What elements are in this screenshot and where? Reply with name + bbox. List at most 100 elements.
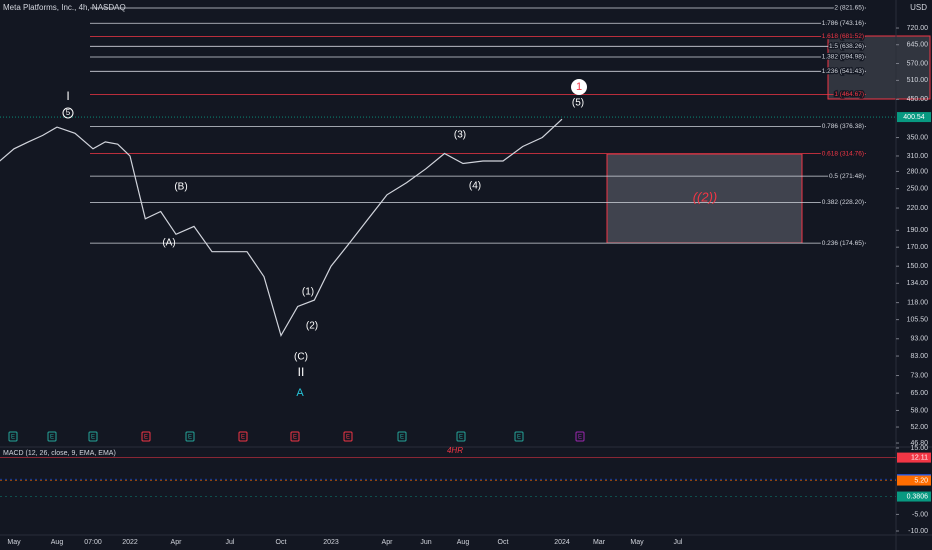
wave-label: (A) [162, 238, 175, 249]
fib-label: 1.5 (638.26) [829, 43, 864, 50]
y-tick-label: 310.00 [907, 153, 929, 160]
y-tick-label: 93.00 [910, 336, 928, 343]
fib-label: 2 (821.65) [834, 5, 864, 12]
fib-label: 1.236 (541.43) [822, 68, 864, 75]
earnings-label: E [50, 435, 54, 441]
wave-label: (2) [306, 321, 318, 332]
y-tick-label: 450.00 [907, 96, 929, 103]
chart-title: Meta Platforms, Inc., 4h, NASDAQ [3, 3, 126, 12]
x-tick-label: Aug [457, 539, 470, 546]
x-tick-label: Aug [51, 539, 64, 546]
y-tick-label: 83.00 [910, 353, 928, 360]
y-tick-label: 645.00 [907, 42, 929, 49]
earnings-label: E [91, 435, 95, 441]
earnings-label: E [517, 435, 521, 441]
fib-label: 1.382 (594.98) [822, 54, 864, 61]
macd-tag-label: 12.11 [911, 454, 928, 461]
wave-label: I [66, 89, 69, 103]
x-tick-label: Apr [382, 539, 394, 546]
fib-label: 0.618 (314.76) [822, 150, 864, 157]
y-tick-label: 250.00 [907, 185, 929, 192]
y-tick-label: 65.00 [910, 390, 928, 397]
macd-tick-label: -10.00 [908, 528, 928, 535]
earnings-label: E [241, 435, 245, 441]
y-tick-label: 118.00 [907, 299, 928, 306]
wave-label: (4) [469, 181, 481, 192]
macd-tick-label: 15.00 [910, 445, 928, 452]
macd-tag [897, 491, 931, 502]
box-label: ((2)) [693, 189, 718, 204]
earnings-icon [8, 431, 18, 442]
y-tick-label: 150.00 [907, 263, 929, 270]
x-tick-label: Oct [498, 539, 509, 546]
wave-label: 5 [66, 108, 71, 117]
y-tick-label: 720.00 [907, 25, 929, 32]
timeframe-label: 4HR [447, 446, 463, 455]
macd-tag-label: 0.3806 [907, 493, 929, 500]
x-tick-label: 07:00 [84, 539, 102, 546]
earnings-label: E [346, 435, 350, 441]
y-tick-label: 350.00 [907, 134, 929, 141]
fib-label: 0.382 (228.20) [822, 199, 864, 206]
wave-label: (5) [572, 98, 584, 109]
earnings-icon [514, 431, 524, 442]
x-tick-label: Oct [276, 539, 287, 546]
x-tick-label: 2024 [554, 539, 570, 546]
last-price-tag [897, 112, 931, 123]
earnings-label: E [188, 435, 192, 441]
earnings-label: E [11, 435, 15, 441]
macd-tag [897, 475, 931, 486]
wave-label: (B) [174, 182, 187, 193]
y-tick-label: 73.00 [910, 372, 928, 379]
x-tick-label: 2022 [122, 539, 138, 546]
y-tick-label: 105.50 [907, 316, 929, 323]
earnings-icon [575, 431, 585, 442]
earnings-icon [238, 431, 248, 442]
x-tick-label: Jun [420, 539, 431, 546]
earnings-icon [141, 431, 151, 442]
y-tick-label: 58.00 [910, 407, 928, 414]
wave-circle [571, 79, 587, 95]
earnings-label: E [578, 435, 582, 441]
fib-label: 1.786 (743.16) [822, 20, 864, 27]
wave-label: II [298, 365, 305, 379]
plot-layer [0, 7, 896, 338]
x-tick-label: Jul [674, 539, 683, 546]
macd-tick-label: -5.00 [912, 511, 928, 518]
x-tick-label: May [630, 539, 644, 546]
earnings-icon [88, 431, 98, 442]
earnings-icon [290, 431, 300, 442]
y-tick-label: 510.00 [907, 77, 929, 84]
wave-circle [62, 107, 74, 119]
earnings-label: E [293, 435, 297, 441]
y-tick-label: 570.00 [907, 60, 929, 67]
x-tick-label: Jul [226, 539, 235, 546]
y-tick-label: 46.80 [910, 440, 928, 447]
y-tick-label: 170.00 [907, 244, 929, 251]
fib-label: 0.5 (271.48) [829, 173, 864, 180]
wave-label: A [296, 387, 304, 399]
macd-tag [897, 452, 931, 463]
target-box [606, 153, 803, 244]
x-tick-label: Apr [171, 539, 183, 546]
currency: USD [910, 3, 927, 12]
y-tick-label: 220.00 [907, 205, 929, 212]
wave-label: 1 [576, 81, 582, 93]
earnings-icon [456, 431, 466, 442]
fib-label: 1 (464.67) [834, 91, 864, 98]
wave-label: (1) [302, 287, 314, 298]
fib-label: 0.236 (174.65) [822, 240, 864, 247]
y-tick-label: 280.00 [907, 168, 929, 175]
earnings-icon [343, 431, 353, 442]
earnings-icon [47, 431, 57, 442]
earnings-label: E [400, 435, 404, 441]
y-tick-label: 190.00 [907, 227, 929, 234]
wave-label: (C) [294, 352, 308, 363]
y-tick-label: 134.00 [907, 280, 929, 287]
price-line [0, 118, 563, 338]
x-tick-label: Mar [593, 539, 606, 546]
macd-tag-label: 5.20 [914, 477, 928, 484]
earnings-icon [185, 431, 195, 442]
